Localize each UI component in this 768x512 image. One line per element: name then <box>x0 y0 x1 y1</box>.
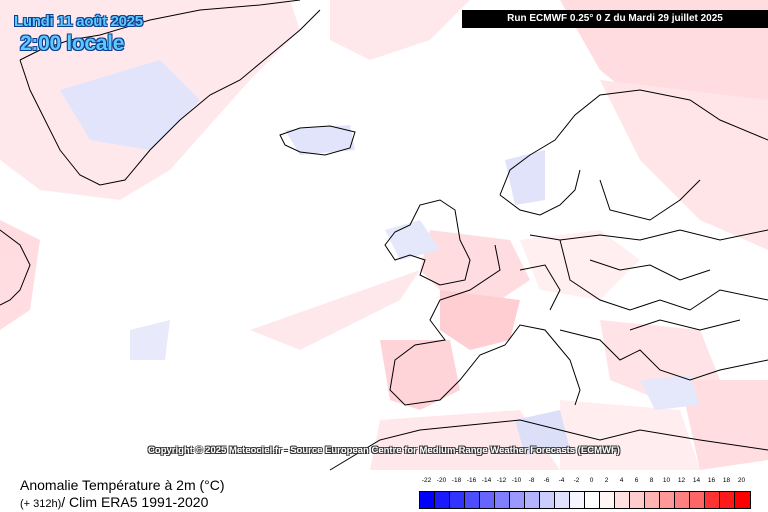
legend-tick-label: -16 <box>466 477 477 484</box>
legend-swatch <box>585 492 600 508</box>
legend-swatch <box>555 492 570 508</box>
legend-tick-label: 18 <box>722 477 731 484</box>
legend-tick-label: -22 <box>421 477 432 484</box>
legend-tick-label: -18 <box>451 477 462 484</box>
legend-swatch <box>645 492 660 508</box>
legend-swatch <box>480 492 495 508</box>
legend-tick-label: 16 <box>707 477 716 484</box>
legend-swatch <box>540 492 555 508</box>
anomaly-shading <box>0 0 768 470</box>
legend-tick-label: -14 <box>481 477 492 484</box>
legend-swatch <box>705 492 720 508</box>
legend-bar <box>419 491 751 509</box>
legend-tick-label: -8 <box>528 477 535 484</box>
legend-swatch <box>660 492 675 508</box>
legend-swatch <box>495 492 510 508</box>
footer: Anomalie Température à 2m (°C) (+ 312h)/… <box>0 472 768 512</box>
lead-time: (+ 312h) <box>20 498 62 510</box>
legend-tick-label: -10 <box>511 477 522 484</box>
legend-swatch <box>465 492 480 508</box>
legend-swatch <box>720 492 735 508</box>
legend-tick-label: 20 <box>737 477 746 484</box>
legend-swatch <box>510 492 525 508</box>
legend-swatch <box>600 492 615 508</box>
legend-swatch <box>735 492 750 508</box>
legend-swatch <box>450 492 465 508</box>
legend-swatch <box>675 492 690 508</box>
coastlines <box>0 0 768 471</box>
legend-tick-label: -12 <box>496 477 507 484</box>
forecast-map <box>0 0 768 472</box>
legend-tick-label: -4 <box>558 477 565 484</box>
legend-tick-label: -20 <box>436 477 447 484</box>
legend-tick-label: 2 <box>604 477 609 484</box>
legend-tick-label: 8 <box>649 477 654 484</box>
legend-tick-label: 12 <box>677 477 686 484</box>
run-banner: Run ECMWF 0.25° 0 Z du Mardi 29 juillet … <box>462 10 768 28</box>
legend-tick-label: 0 <box>589 477 594 484</box>
legend-swatch <box>615 492 630 508</box>
color-legend: -22 -20 -18 -16 -14 -12 -10 -8 -6 -4 -2 0 2 4 6 8 10 12 14… <box>419 477 751 509</box>
climatology-label: / Clim ERA5 1991-2020 <box>61 494 209 510</box>
forecast-time: 2:00 locale <box>20 32 125 55</box>
legend-tick-label: 4 <box>619 477 624 484</box>
legend-swatch <box>525 492 540 508</box>
map-title: Anomalie Température à 2m (°C) <box>20 477 225 493</box>
legend-swatch <box>690 492 705 508</box>
legend-tick-label: -2 <box>573 477 580 484</box>
legend-tick-label: -6 <box>543 477 550 484</box>
legend-swatch <box>570 492 585 508</box>
map-canvas <box>0 0 768 472</box>
map-subtitle: (+ 312h)/ Clim ERA5 1991-2020 <box>20 494 208 510</box>
legend-ticks: -22 -20 -18 -16 -14 -12 -10 -8 -6 -4 -2 0 2 4 6 8 10 12 14… <box>419 477 750 489</box>
legend-tick-label: 14 <box>692 477 701 484</box>
copyright-notice: Copyright © 2025 Meteociel.fr - Source E… <box>148 445 620 456</box>
legend-swatch <box>630 492 645 508</box>
legend-tick-label: 10 <box>662 477 671 484</box>
legend-swatch <box>435 492 450 508</box>
legend-swatch <box>420 492 435 508</box>
legend-tick-label: 6 <box>634 477 639 484</box>
forecast-date: Lundi 11 août 2025 <box>14 13 143 30</box>
